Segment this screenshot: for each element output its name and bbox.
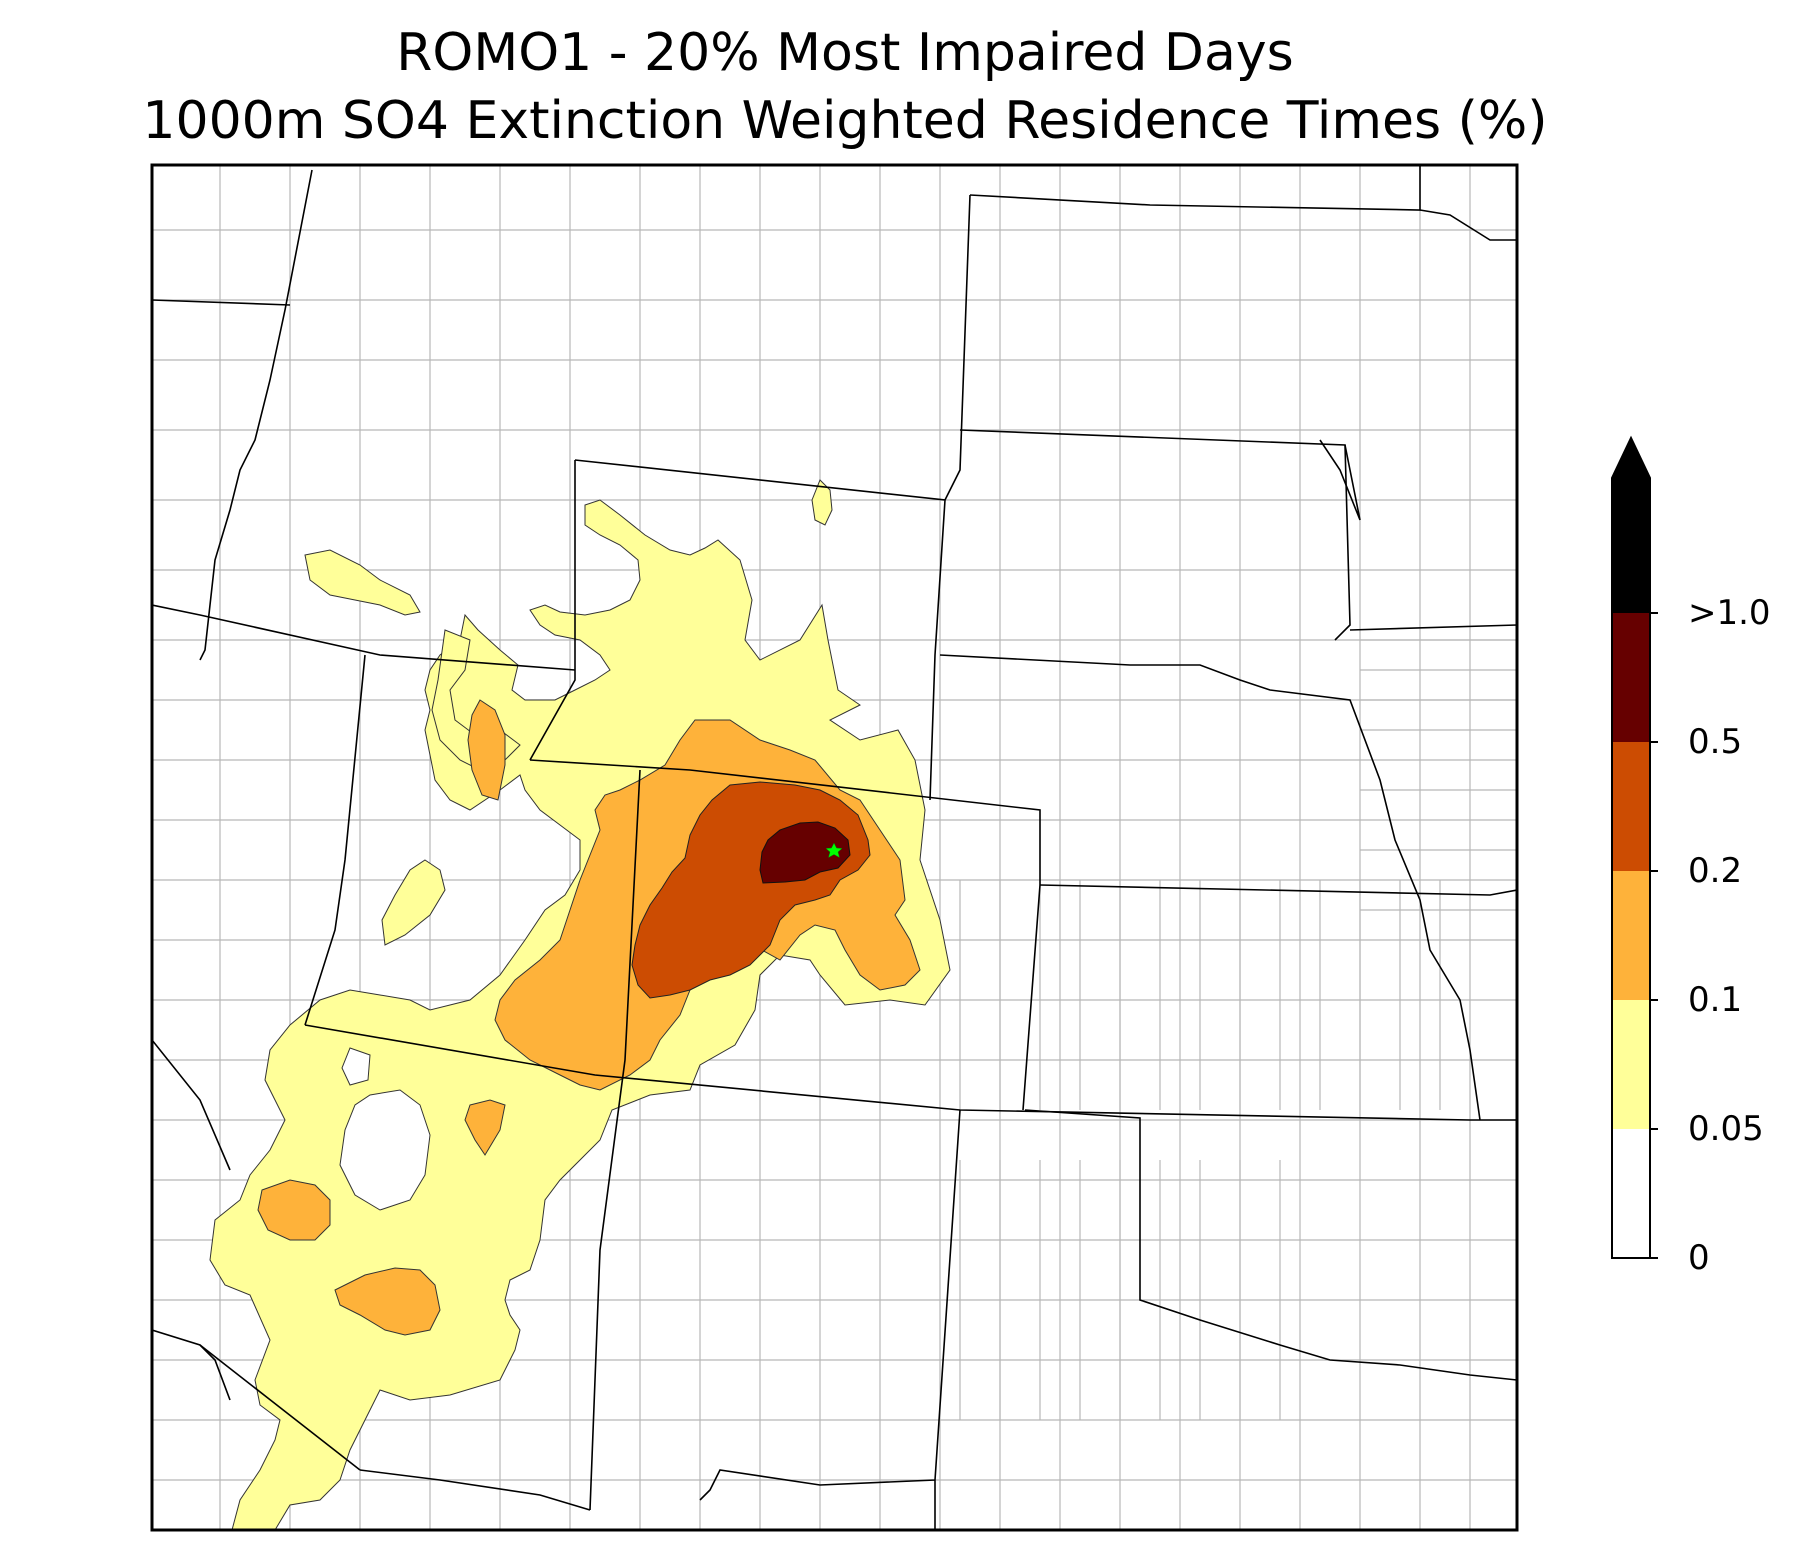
map-title-line2: 1000m SO4 Extinction Weighted Residence …	[142, 91, 1548, 151]
colorbar-label-0-2: 0.2	[1688, 851, 1743, 891]
colorbar-label-0-5: 0.5	[1688, 722, 1743, 762]
colorbar-segment-4	[1612, 613, 1650, 742]
colorbar-label-0-05: 0.05	[1688, 1109, 1764, 1149]
contour-0-5	[759, 821, 851, 884]
colorbar	[1611, 435, 1658, 1259]
site-marker-star	[825, 842, 843, 859]
colorbar-label-gt-1-0: >1.0	[1688, 593, 1771, 633]
colorbar-outline	[1611, 435, 1651, 1259]
state-boundaries	[152, 165, 1517, 1530]
colorbar-segment-3	[1612, 742, 1650, 871]
colorbar-segment-0	[1612, 1129, 1650, 1258]
colorbar-segment-2	[1612, 871, 1650, 1000]
colorbar-label-0-1: 0.1	[1688, 980, 1743, 1020]
map-title-line1: ROMO1 - 20% Most Impaired Days	[396, 23, 1294, 83]
colorbar-segment-1	[1612, 1000, 1650, 1129]
contour-holes	[339, 1047, 431, 1211]
colorbar-label-0: 0	[1688, 1238, 1710, 1278]
colorbar-extend-arrow	[1612, 438, 1650, 613]
map-frame	[150, 163, 1519, 1532]
